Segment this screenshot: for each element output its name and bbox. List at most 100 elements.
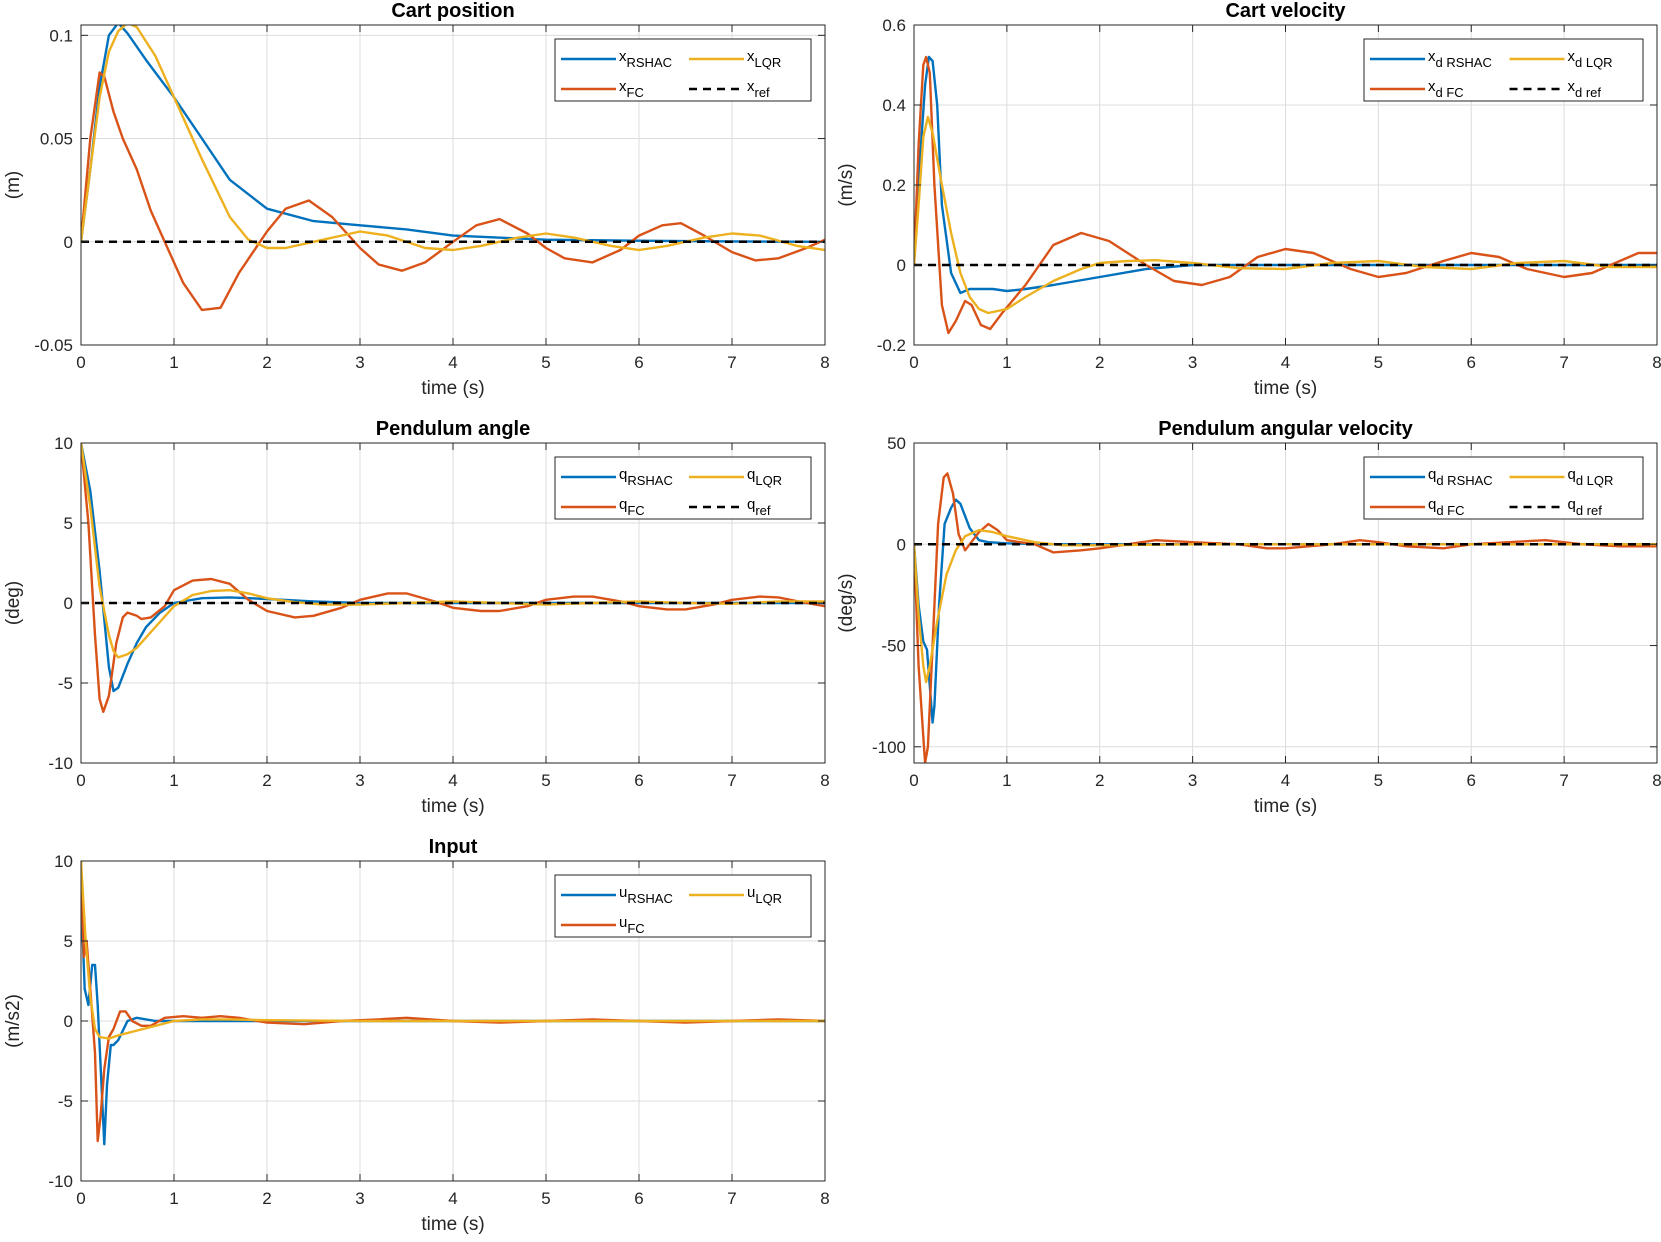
x-tick-label: 8: [1652, 353, 1661, 372]
legend-label-FC: qFC: [619, 496, 645, 518]
legend: xRSHAC xLQR xFC xref: [554, 38, 812, 102]
chart-title: Cart position: [391, 0, 514, 22]
x-tick-label: 2: [262, 1189, 271, 1208]
y-tick-label: 50: [887, 434, 906, 453]
x-tick-label: 8: [820, 1189, 829, 1208]
legend-label-RSHAC: qd RSHAC: [1428, 466, 1493, 488]
x-tick-label: 3: [1188, 353, 1197, 372]
series-line-x_FC: [81, 71, 825, 312]
series-line-xd_LQR: [914, 115, 1657, 315]
legend: uRSHAC uLQR uFC: [554, 874, 812, 938]
series-group: [914, 472, 1657, 763]
legend-label-RSHAC: uRSHAC: [619, 884, 673, 906]
x-tick-label: 0: [909, 353, 918, 372]
chart-title: Input: [429, 836, 478, 858]
x-tick-label: 6: [634, 1189, 643, 1208]
y-tick-label: 0: [897, 535, 906, 554]
x-axis-label: time (s): [421, 796, 484, 817]
y-tick-label: 0.2: [882, 176, 906, 195]
legend: xd RSHAC xd LQR xd FC xd ref: [1363, 38, 1644, 102]
legend-box: [1363, 456, 1644, 520]
legend-label-RSHAC: xd RSHAC: [1428, 48, 1492, 70]
legend-label-LQR: xLQR: [747, 48, 781, 70]
legend: qd RSHAC qd LQR qd FC qd ref: [1363, 456, 1644, 520]
y-tick-label: -5: [58, 674, 73, 693]
series-group: [81, 443, 825, 713]
y-tick-label: 0.4: [882, 96, 906, 115]
y-tick-label: 0.6: [882, 16, 906, 35]
y-tick-label: 5: [64, 514, 73, 533]
series-line-u_LQR: [81, 861, 825, 1040]
x-tick-label: 2: [262, 353, 271, 372]
series-line-x_LQR: [81, 25, 825, 252]
input-chart: 0 1 2 3 4 5 6 7 8 -10 -5 0 5 10 Input time (s) (m/s2) uRS…: [3, 836, 830, 1235]
y-tick-label: -10: [48, 1172, 73, 1191]
y-tick-label: 10: [54, 852, 73, 871]
legend-label-RSHAC: qRSHAC: [619, 466, 673, 488]
legend-label-FC: xd FC: [1428, 78, 1464, 100]
pendulum-angular-velocity-chart: 0 1 2 3 4 5 6 7 8 -100 -50 0 50 Pendulum angular velo…: [836, 418, 1661, 817]
x-tick-label: 3: [1188, 771, 1197, 790]
x-tick-label: 2: [262, 771, 271, 790]
legend-label-ref: xd ref: [1568, 78, 1602, 100]
x-tick-label: 1: [1002, 353, 1011, 372]
x-tick-label: 1: [169, 771, 178, 790]
legend-box: [1363, 38, 1644, 102]
x-tick-label: 4: [448, 771, 457, 790]
x-axis-label: time (s): [421, 1214, 484, 1235]
legend-label-FC: qd FC: [1428, 496, 1465, 518]
x-tick-label: 7: [727, 1189, 736, 1208]
x-tick-label: 1: [169, 1189, 178, 1208]
y-tick-label: 0.05: [40, 130, 73, 149]
series-line-x_RSHAC: [81, 25, 825, 243]
x-axis-label: time (s): [421, 378, 484, 399]
legend-label-FC: xFC: [619, 78, 644, 100]
x-tick-label: 1: [1002, 771, 1011, 790]
x-tick-label: 7: [1559, 771, 1568, 790]
y-tick-label: 0: [64, 594, 73, 613]
x-tick-label: 0: [76, 771, 85, 790]
y-axis-label: (m/s2): [3, 994, 24, 1048]
legend-label-RSHAC: xRSHAC: [619, 48, 672, 70]
y-tick-label: 10: [54, 434, 73, 453]
x-tick-label: 8: [820, 353, 829, 372]
x-tick-label: 3: [355, 771, 364, 790]
x-tick-label: 3: [355, 1189, 364, 1208]
x-tick-label: 6: [634, 771, 643, 790]
y-tick-label: 0.1: [49, 26, 73, 45]
legend-label-LQR: uLQR: [747, 884, 782, 906]
series-line-q_FC: [81, 443, 825, 713]
y-tick-label: -0.05: [34, 336, 73, 355]
legend-label-LQR: xd LQR: [1568, 48, 1613, 70]
legend-label-LQR: qLQR: [747, 466, 782, 488]
x-tick-label: 5: [541, 353, 550, 372]
y-tick-label: 0: [897, 256, 906, 275]
x-tick-label: 5: [541, 771, 550, 790]
y-axis-label: (m): [3, 171, 24, 199]
x-axis-label: time (s): [1254, 796, 1317, 817]
y-tick-label: 0: [64, 1012, 73, 1031]
legend-label-LQR: qd LQR: [1568, 466, 1614, 488]
x-tick-label: 4: [1281, 353, 1290, 372]
series-group: [81, 861, 825, 1146]
x-tick-label: 5: [1374, 353, 1383, 372]
legend-label-ref: xref: [747, 78, 770, 100]
x-tick-label: 8: [1652, 771, 1661, 790]
x-tick-label: 0: [909, 771, 918, 790]
y-tick-label: 5: [64, 932, 73, 951]
legend: qRSHAC qLQR qFC qref: [554, 456, 812, 520]
series-line-xd_FC: [914, 55, 1657, 335]
legend-box: [554, 456, 812, 520]
x-axis-label: time (s): [1254, 378, 1317, 399]
x-tick-label: 8: [820, 771, 829, 790]
chart-title: Cart velocity: [1225, 0, 1346, 22]
series-group: [914, 55, 1657, 335]
x-tick-label: 4: [1281, 771, 1290, 790]
y-tick-label: -50: [881, 637, 906, 656]
x-tick-label: 6: [1467, 771, 1476, 790]
y-axis-label: (deg): [3, 581, 24, 625]
chart-title: Pendulum angular velocity: [1158, 418, 1413, 440]
series-line-qd_FC: [914, 472, 1657, 763]
